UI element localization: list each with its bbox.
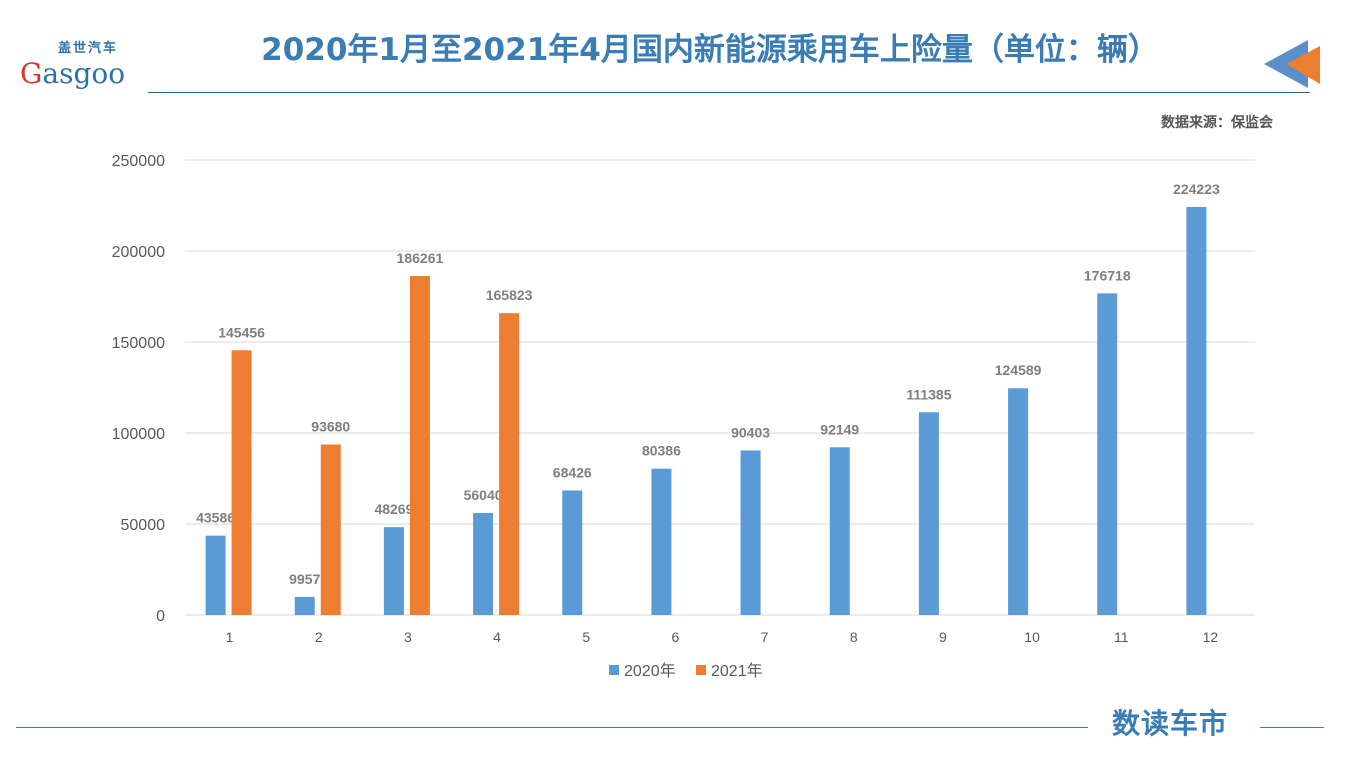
brand-logo: 数读车市: [1112, 707, 1229, 740]
data-label: 111385: [906, 386, 951, 402]
y-tick-label: 250000: [112, 153, 165, 170]
bar-2021年: [499, 313, 520, 615]
data-label: 124589: [995, 362, 1042, 378]
data-label: 93680: [311, 419, 350, 435]
data-label: 68426: [553, 464, 592, 480]
logo-en-text: Gasgoo: [20, 57, 126, 90]
bar-2020年: [740, 450, 761, 615]
data-label: 224223: [1173, 181, 1220, 197]
x-tick-label: 11: [1114, 629, 1129, 645]
gasgoo-logo: 盖世汽车 Gasgoo: [20, 42, 144, 98]
y-tick-label: 50000: [121, 517, 166, 534]
x-tick-label: 3: [404, 629, 412, 645]
x-tick-label: 9: [939, 629, 947, 645]
data-label: 145456: [218, 324, 265, 340]
y-tick-label: 150000: [112, 335, 165, 352]
bar-2021年: [409, 276, 430, 615]
bar-2020年: [918, 412, 939, 615]
data-label: 92149: [820, 421, 859, 437]
divider: [1260, 727, 1324, 728]
x-tick-label: 12: [1203, 629, 1219, 645]
y-tick-label: 100000: [112, 426, 165, 443]
x-tick-label: 7: [761, 629, 769, 645]
bar-2020年: [473, 513, 494, 615]
x-tick-label: 8: [850, 629, 858, 645]
legend-swatch: [609, 665, 619, 675]
data-label: 186261: [397, 250, 444, 266]
data-source: 数据来源：保监会: [1161, 115, 1273, 131]
y-tick-label: 200000: [112, 244, 165, 261]
page-title: 2020年1月至2021年4月国内新能源乘用车上险量（单位：辆）: [261, 32, 1159, 68]
divider: [16, 727, 1088, 728]
data-label: 80386: [642, 443, 681, 459]
bar-2020年: [1186, 206, 1207, 616]
bar-2020年: [651, 468, 672, 615]
bar-2020年: [1097, 293, 1118, 615]
data-label: 176718: [1084, 267, 1131, 283]
bar-2021年: [320, 444, 341, 615]
data-label: 90403: [731, 424, 770, 440]
legend-label: 2020年: [624, 662, 676, 680]
data-label: 43586: [196, 510, 235, 526]
x-tick-label: 4: [493, 629, 501, 645]
bar-2020年: [294, 596, 315, 615]
legend-label: 2021年: [711, 662, 763, 680]
x-tick-label: 2: [315, 629, 323, 645]
arrow-icon: [1264, 40, 1320, 88]
x-tick-label: 5: [582, 629, 590, 645]
bar-2020年: [205, 535, 226, 615]
data-label: 165823: [486, 287, 533, 303]
y-tick-label: 0: [156, 608, 165, 625]
legend-swatch: [696, 665, 706, 675]
data-label: 9957: [289, 571, 320, 587]
x-tick-label: 10: [1024, 629, 1040, 645]
bar-2020年: [383, 527, 404, 615]
bar-chart: 0500001000001500002000002500001435861454…: [112, 153, 1255, 680]
bar-2020年: [1008, 388, 1029, 615]
bar-2020年: [829, 447, 850, 615]
bar-2020年: [562, 490, 583, 615]
data-label: 48269: [374, 501, 413, 517]
data-label: 56040: [464, 487, 503, 503]
x-tick-label: 1: [226, 629, 234, 645]
x-tick-label: 6: [672, 629, 680, 645]
divider: [148, 92, 1310, 93]
bar-2021年: [231, 350, 252, 615]
logo-cn-text: 盖世汽车: [58, 41, 119, 56]
